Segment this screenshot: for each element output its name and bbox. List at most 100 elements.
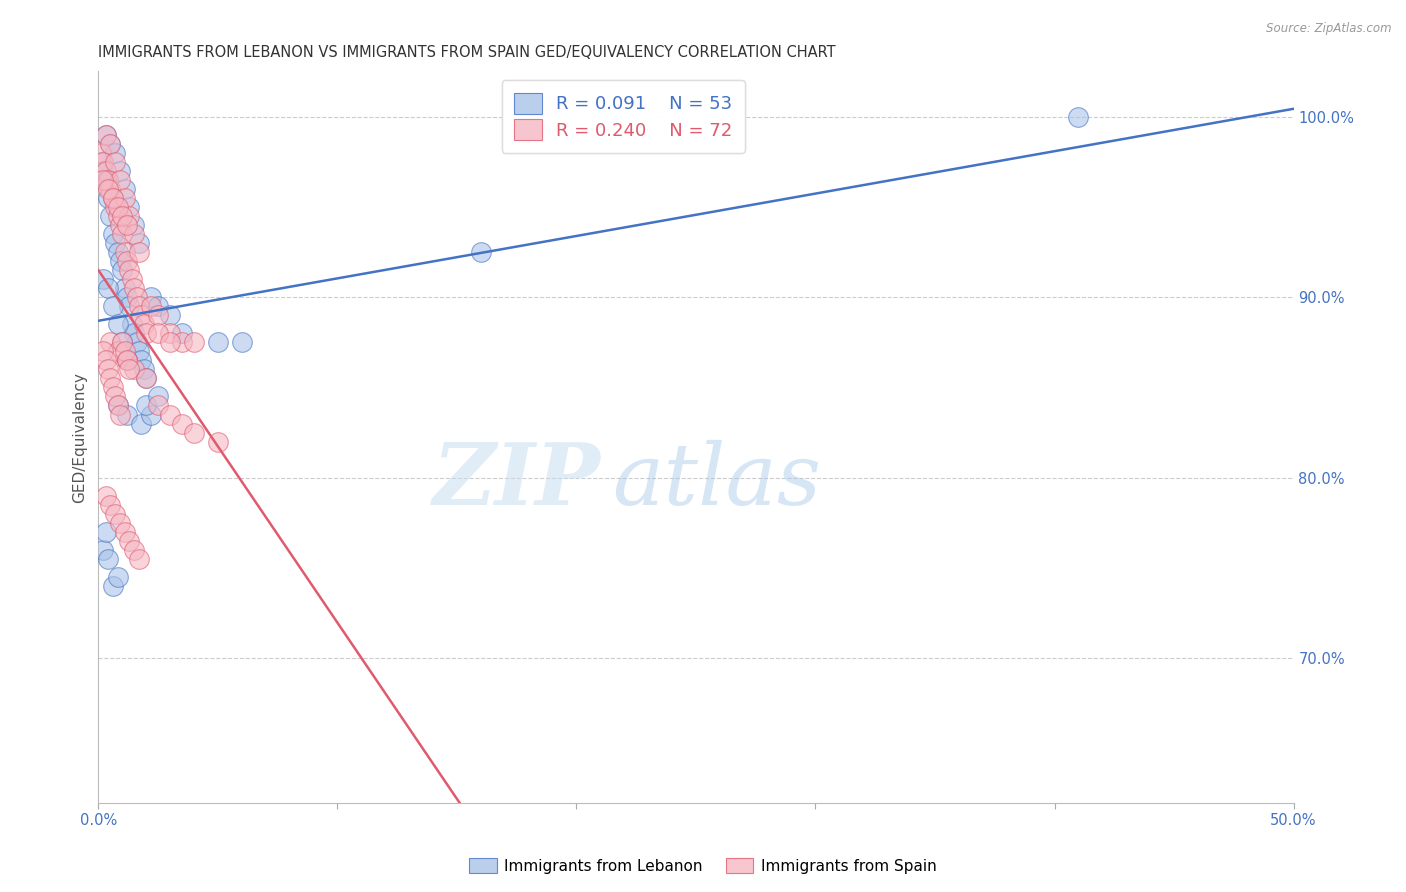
Point <box>94 128 117 142</box>
Point <box>98 136 122 151</box>
Point <box>183 335 205 350</box>
Point <box>101 579 124 593</box>
Point <box>183 425 205 440</box>
Point <box>94 128 117 142</box>
Point <box>98 498 122 512</box>
Point <box>131 417 153 431</box>
Point <box>111 227 134 241</box>
Point <box>128 299 150 313</box>
Text: Source: ZipAtlas.com: Source: ZipAtlas.com <box>1267 22 1392 36</box>
Point <box>135 399 157 413</box>
Point <box>124 227 146 241</box>
Point <box>104 145 127 160</box>
Point <box>97 182 120 196</box>
Y-axis label: GED/Equivalency: GED/Equivalency <box>72 372 87 502</box>
Point <box>107 399 129 413</box>
Point <box>118 263 141 277</box>
Point <box>115 353 138 368</box>
Point <box>159 326 181 341</box>
Point <box>98 371 122 385</box>
Text: ZIP: ZIP <box>433 439 600 523</box>
Point <box>108 254 131 268</box>
Text: IMMIGRANTS FROM LEBANON VS IMMIGRANTS FROM SPAIN GED/EQUIVALENCY CORRELATION CHA: IMMIGRANTS FROM LEBANON VS IMMIGRANTS FR… <box>98 45 837 61</box>
Point <box>128 552 150 566</box>
Point <box>124 281 146 295</box>
Point <box>98 136 122 151</box>
Point <box>118 299 141 313</box>
Point <box>115 408 138 422</box>
Point <box>118 209 141 223</box>
Point <box>118 200 141 214</box>
Text: atlas: atlas <box>613 440 821 523</box>
Point <box>107 399 129 413</box>
Point <box>107 209 129 223</box>
Point <box>135 326 157 341</box>
Point <box>159 408 181 422</box>
Point <box>101 191 124 205</box>
Point <box>90 145 112 160</box>
Point <box>125 335 148 350</box>
Point <box>124 362 146 376</box>
Point <box>101 380 124 394</box>
Point <box>115 353 138 368</box>
Point <box>98 182 122 196</box>
Point <box>159 308 181 322</box>
Point <box>114 281 136 295</box>
Point <box>115 254 138 268</box>
Point <box>121 317 143 331</box>
Point <box>159 335 181 350</box>
Point <box>107 570 129 584</box>
Point <box>132 317 155 331</box>
Point <box>108 163 131 178</box>
Point <box>118 362 141 376</box>
Point <box>128 344 150 359</box>
Point <box>108 516 131 530</box>
Point <box>139 299 162 313</box>
Point <box>125 290 148 304</box>
Point <box>114 524 136 539</box>
Point <box>101 191 124 205</box>
Point <box>98 335 122 350</box>
Point <box>108 172 131 186</box>
Point <box>124 218 146 232</box>
Point <box>115 353 138 368</box>
Point <box>148 308 170 322</box>
Point <box>104 200 127 214</box>
Legend: R = 0.091    N = 53, R = 0.240    N = 72: R = 0.091 N = 53, R = 0.240 N = 72 <box>502 80 745 153</box>
Point <box>97 552 120 566</box>
Point <box>91 172 114 186</box>
Point <box>231 335 253 350</box>
Point <box>128 235 150 250</box>
Point <box>172 326 194 341</box>
Point <box>148 389 170 403</box>
Point <box>470 244 492 259</box>
Point <box>118 533 141 548</box>
Point <box>115 218 138 232</box>
Point <box>91 272 114 286</box>
Point <box>104 389 127 403</box>
Point <box>131 308 153 322</box>
Point <box>91 543 114 558</box>
Point <box>114 191 136 205</box>
Point <box>207 335 229 350</box>
Point <box>132 362 155 376</box>
Point <box>104 154 127 169</box>
Point <box>91 154 114 169</box>
Point <box>101 299 124 313</box>
Point <box>172 335 194 350</box>
Point <box>91 163 114 178</box>
Point <box>148 399 170 413</box>
Point <box>139 290 162 304</box>
Point <box>107 344 129 359</box>
Point <box>111 209 134 223</box>
Point <box>107 317 129 331</box>
Point <box>94 489 117 503</box>
Point <box>108 408 131 422</box>
Point <box>108 218 131 232</box>
Point <box>91 344 114 359</box>
Point <box>97 362 120 376</box>
Point <box>139 408 162 422</box>
Point <box>148 326 170 341</box>
Point <box>97 281 120 295</box>
Point <box>131 353 153 368</box>
